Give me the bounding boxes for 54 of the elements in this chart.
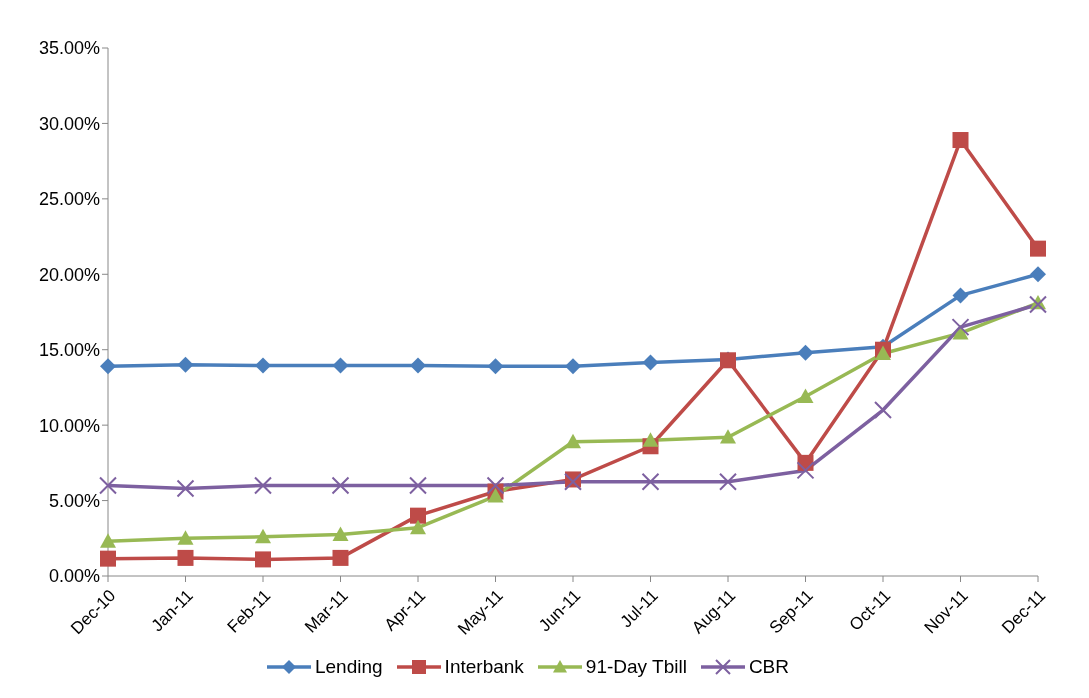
point: [409, 476, 427, 495]
point: [410, 357, 426, 374]
point: [796, 461, 815, 480]
point: [100, 550, 116, 567]
point: [255, 357, 271, 374]
point: [486, 476, 505, 495]
point: [410, 507, 426, 524]
point: [255, 528, 271, 544]
point: [177, 530, 194, 545]
point: [952, 287, 969, 304]
point: [332, 526, 349, 541]
point: [1029, 295, 1047, 314]
point: [487, 358, 504, 375]
point: [410, 519, 426, 535]
point: [255, 551, 271, 568]
y-tick-label: 25.00%: [38, 189, 100, 210]
y-tick-label: 35.00%: [38, 38, 100, 59]
point: [642, 432, 659, 447]
point: [1030, 266, 1046, 283]
point: [875, 345, 891, 360]
point: [99, 476, 117, 495]
point: [332, 549, 349, 566]
point: [177, 356, 194, 373]
y-tick-label: 20.00%: [38, 264, 100, 285]
point: [331, 476, 350, 495]
point: [487, 488, 504, 503]
point: [100, 358, 116, 375]
point: [641, 472, 660, 491]
point: [332, 357, 349, 374]
point: [720, 429, 736, 444]
point: [642, 354, 659, 371]
point: [254, 476, 272, 495]
point: [176, 479, 195, 498]
legend-label: Interbank: [443, 656, 524, 678]
y-tick-label: 15.00%: [38, 340, 100, 361]
point: [952, 325, 969, 340]
legend-label: CBR: [747, 656, 789, 678]
point: [1030, 240, 1046, 257]
legend-label: 91-Day Tbill: [584, 656, 687, 678]
y-tick-label: 10.00%: [38, 415, 100, 436]
y-tick-label: 30.00%: [38, 113, 100, 134]
y-tick-label: 5.00%: [48, 490, 100, 511]
point: [797, 344, 814, 361]
point: [952, 132, 969, 149]
point: [565, 358, 581, 375]
point: [797, 388, 814, 403]
point: [719, 472, 737, 491]
point: [874, 401, 892, 420]
point: [177, 549, 194, 566]
point: [951, 318, 970, 337]
y-tick-label: 0.00%: [48, 566, 100, 587]
point: [100, 533, 116, 548]
point: [565, 433, 581, 449]
legend-label: Lending: [314, 656, 383, 678]
